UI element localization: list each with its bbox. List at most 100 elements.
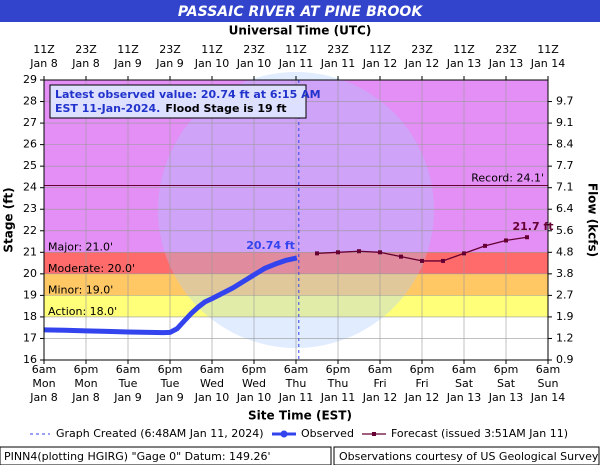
forecast-point: [525, 235, 529, 240]
x-tick-label: Jan 8: [29, 391, 57, 404]
y2-tick-label: 2.7: [556, 288, 574, 301]
flood-label: Action: 18.0': [48, 305, 117, 318]
y2-tick-label: 5.6: [556, 224, 574, 237]
y2-tick-label: 7.1: [556, 181, 574, 194]
x-tick-label: Jan 11: [278, 391, 313, 404]
forecast-point: [420, 258, 424, 263]
x2-tick-label: Jan 11: [278, 57, 313, 70]
x2-tick-label: Jan 12: [362, 57, 397, 70]
forecast-point: [504, 238, 508, 243]
x-tick-label: Jan 14: [530, 391, 565, 404]
y-tick-label: 25: [23, 159, 37, 172]
forecast-point: [441, 258, 445, 263]
y2-tick-label: 3.8: [556, 267, 574, 280]
x-tick-label: Jan 13: [446, 391, 481, 404]
x-tick-label: 6am: [116, 363, 140, 376]
y2-tick-label: 9.1: [556, 116, 574, 129]
x-tick-label: 6pm: [410, 363, 435, 376]
y-tick-label: 27: [23, 116, 37, 129]
x2-tick-label: Jan 9: [113, 57, 141, 70]
x2-tick-label: 23Z: [411, 43, 433, 56]
y-tick-label: 16: [23, 353, 37, 366]
x-tick-label: Tue: [160, 377, 180, 390]
y2-tick-label: 7.7: [556, 159, 574, 172]
x2-tick-label: Jan 13: [446, 57, 481, 70]
y-tick-label: 22: [23, 224, 37, 237]
title-bar: [0, 0, 600, 22]
x-tick-label: 6pm: [158, 363, 183, 376]
y2-tick-label: 1.9: [556, 310, 574, 323]
legend-label: Forecast (issued 3:51AM Jan 11): [391, 427, 568, 440]
y2-axis-title: Flow (kcfs): [586, 183, 600, 257]
x2-tick-label: 23Z: [327, 43, 349, 56]
footer-right: Observations courtesy of US Geological S…: [339, 450, 599, 463]
top-axis-title: Universal Time (UTC): [229, 24, 372, 38]
y-tick-label: 17: [23, 331, 37, 344]
x2-tick-label: Jan 8: [71, 57, 99, 70]
y-tick-label: 23: [23, 202, 37, 215]
x-tick-label: Wed: [242, 377, 266, 390]
annotation-part: EST 11-Jan-2024.: [55, 102, 160, 115]
x-tick-label: Jan 13: [488, 391, 523, 404]
x-tick-label: Mon: [32, 377, 55, 390]
x-tick-label: Jan 10: [236, 391, 271, 404]
annotation: Latest observed value: 20.74 ft at 6:15 …: [55, 88, 321, 101]
legend-swatch: [280, 430, 288, 438]
x2-tick-label: 23Z: [75, 43, 97, 56]
legend-swatch: [372, 432, 376, 436]
x2-tick-label: Jan 9: [155, 57, 183, 70]
x2-tick-label: Jan 10: [236, 57, 271, 70]
x-tick-label: Wed: [200, 377, 224, 390]
y-tick-label: 29: [23, 73, 37, 86]
y2-tick-label: 9.7: [556, 95, 574, 108]
x2-tick-label: 23Z: [495, 43, 517, 56]
flood-label: Major: 21.0': [48, 240, 113, 253]
forecast-point: [399, 254, 403, 259]
legend-label: Observed: [301, 427, 354, 440]
footer-box: [333, 446, 600, 465]
x-tick-label: Jan 9: [113, 391, 141, 404]
annotation: EST 11-Jan-2024. Flood Stage is 19 ft: [55, 102, 287, 115]
x-tick-label: 6am: [536, 363, 560, 376]
annotation-box: [49, 84, 307, 119]
x-tick-label: 6pm: [326, 363, 351, 376]
x2-tick-label: 11Z: [369, 43, 391, 56]
annotation-part: Flood Stage is 19 ft: [165, 102, 286, 115]
x-tick-label: Jan 12: [404, 391, 439, 404]
forecast-point: [357, 249, 361, 254]
y-tick-label: 20: [23, 267, 37, 280]
chart-title: PASSAIC RIVER AT PINE BROOK: [178, 4, 424, 20]
x-tick-label: 6am: [284, 363, 308, 376]
x-tick-label: 6am: [452, 363, 476, 376]
x-tick-label: Thu: [285, 377, 307, 390]
x-tick-label: 6am: [200, 363, 224, 376]
series-line: [43, 255, 298, 336]
value-label: 20.74 ft: [246, 239, 295, 252]
flood-label: Minor: 19.0': [48, 283, 113, 296]
y-tick-label: 24: [23, 181, 37, 194]
y-tick-label: 18: [23, 310, 37, 323]
y-tick-label: 28: [23, 95, 37, 108]
x2-tick-label: 11Z: [117, 43, 139, 56]
x-tick-label: Thu: [327, 377, 349, 390]
forecast-point: [315, 251, 319, 256]
x-tick-label: Fri: [373, 377, 386, 390]
x-tick-label: Mon: [74, 377, 97, 390]
x2-tick-label: Jan 13: [488, 57, 523, 70]
x2-tick-label: 11Z: [201, 43, 223, 56]
x2-tick-label: Jan 14: [530, 57, 565, 70]
flood-label: Moderate: 20.0': [48, 262, 135, 275]
x2-tick-label: 11Z: [285, 43, 307, 56]
forecast-point: [378, 250, 382, 255]
y2-tick-label: 4.8: [556, 245, 574, 258]
y2-tick-label: 0.9: [556, 353, 574, 366]
forecast-point: [483, 243, 487, 248]
y-tick-label: 19: [23, 288, 37, 301]
x2-tick-label: Jan 8: [29, 57, 57, 70]
y2-tick-label: 8.4: [556, 138, 574, 151]
record-label: Record: 24.1': [471, 172, 544, 185]
x-tick-label: Sun: [538, 377, 559, 390]
legend-label: Graph Created (6:48AM Jan 11, 2024): [56, 427, 264, 440]
